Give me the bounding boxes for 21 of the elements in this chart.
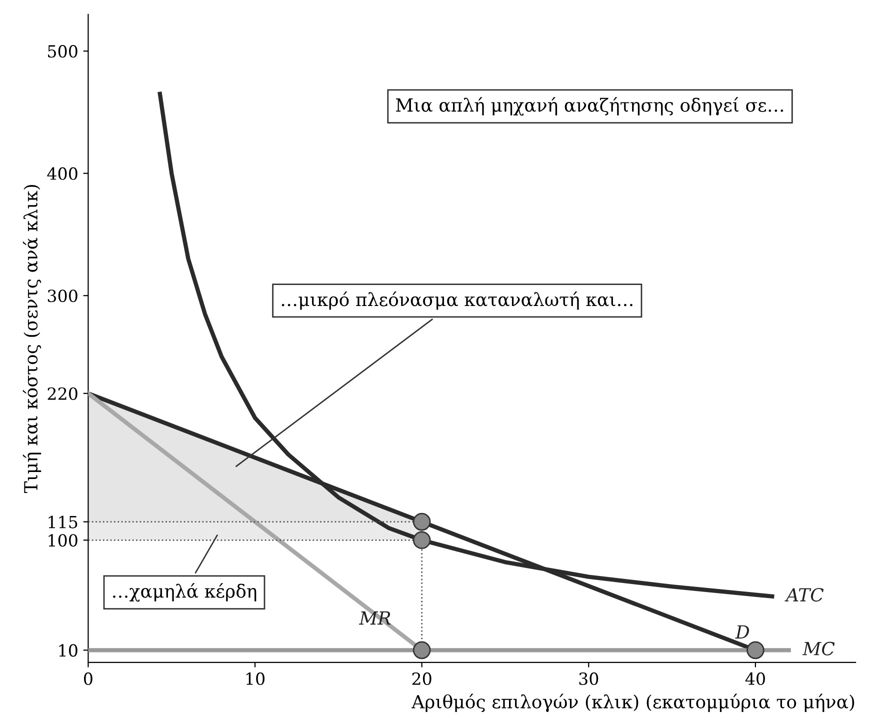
y-tick-label: 500 [48, 45, 78, 58]
annotation: …μικρό πλεόνασμα καταναλωτή και… [282, 292, 632, 310]
x-axis-title: Αριθμός επιλογών (κλικ) (εκατομμύρια το μήνα) [411, 694, 854, 712]
y-tick-label: 300 [48, 290, 78, 302]
series-label: MC [802, 642, 835, 656]
y-tick-label: 100 [48, 534, 78, 547]
series-label: ATC [784, 588, 824, 602]
x-tick-label: 10 [246, 672, 265, 686]
x-tick-label: 20 [412, 672, 432, 686]
series-label: MR [358, 611, 391, 625]
annotation: Μια απλή μηχανή αναζήτησης οδηγεί σε… [396, 97, 784, 116]
x-tick-label: 0 [84, 672, 92, 686]
y-tick-label: 220 [48, 387, 78, 400]
x-tick-label: 30 [579, 672, 598, 686]
series-label: D [735, 625, 750, 638]
y-axis-title: Τιμή και κόστος (σεντς ανά κλικ) [22, 184, 42, 494]
x-tick-label: 40 [745, 672, 765, 686]
annotation: …χαμηλά κέρδη [113, 583, 256, 602]
y-tick-label: 10 [59, 644, 78, 657]
y-tick-label: 400 [47, 167, 78, 180]
y-tick-label: 115 [48, 516, 78, 528]
